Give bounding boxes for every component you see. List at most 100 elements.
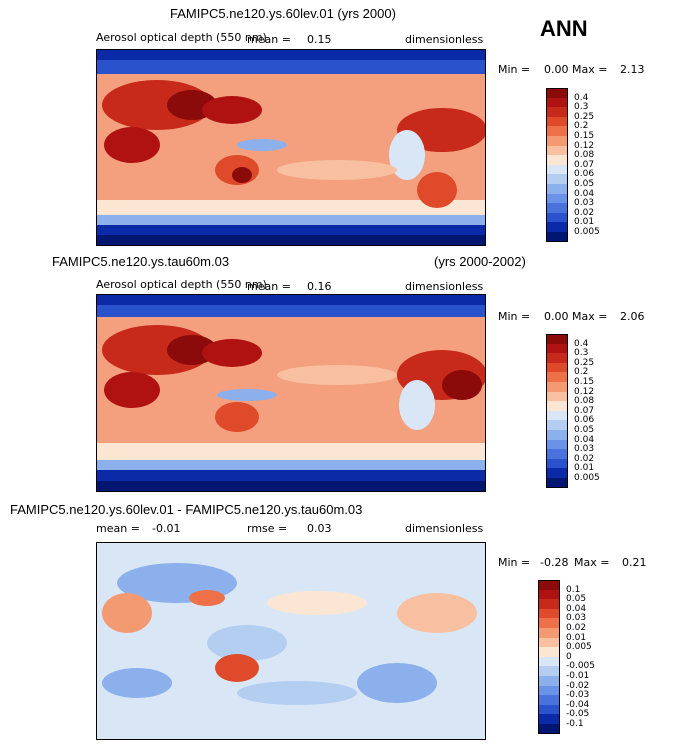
colorbar-cell — [546, 353, 568, 364]
colorbar-level-label: 0.25 — [574, 357, 595, 368]
panel3-units: dimensionless — [405, 522, 484, 535]
panel2-max-label: Max = — [572, 310, 608, 323]
panel2-max-value: 2.06 — [620, 310, 645, 323]
colorbar-cell — [538, 724, 560, 735]
colorbar-level-label: 0.04 — [566, 603, 587, 614]
colorbar-level-label: 0.15 — [574, 131, 595, 141]
colorbar-cell — [546, 222, 568, 233]
colorbar-cell — [546, 478, 568, 489]
colorbar-cell — [546, 391, 568, 402]
colorbar-cell — [546, 232, 568, 243]
panel1-units: dimensionless — [405, 33, 484, 46]
colorbar-level-label: 0.05 — [566, 594, 587, 605]
panel1-map — [96, 49, 486, 246]
panel2-map — [96, 294, 486, 492]
colorbar-cell — [538, 685, 560, 696]
colorbar-level-label: -0.1 — [566, 719, 584, 729]
season-label: ANN — [540, 16, 588, 41]
colorbar-cell — [546, 145, 568, 156]
colorbar-cell — [546, 164, 568, 175]
colorbar-cell — [538, 580, 560, 591]
panel1-min-value: 0.00 — [544, 63, 569, 76]
panel3-title: FAMIPC5.ne120.ys.60lev.01 - FAMIPC5.ne12… — [10, 502, 363, 517]
colorbar-cell — [546, 203, 568, 214]
colorbar-level-label: 0.4 — [574, 338, 589, 349]
colorbar-level-label: 0.01 — [574, 463, 595, 474]
colorbar-level-label: 0.03 — [566, 613, 587, 624]
panel2-mean-label: mean = — [247, 280, 291, 293]
colorbar-level-label: 0.02 — [574, 207, 595, 218]
panel3-mean-label: mean = — [96, 522, 140, 535]
colorbar-level-label: 0.08 — [574, 396, 595, 407]
panel3-mean-value: -0.01 — [152, 522, 181, 535]
panel2-variable-label: Aerosol optical depth (550 nm) — [96, 278, 267, 291]
panel2-units: dimensionless — [405, 280, 484, 293]
colorbar-cell — [538, 704, 560, 715]
colorbar-cell — [538, 676, 560, 687]
panel1-mean-value: 0.15 — [307, 33, 332, 46]
colorbar-cell — [546, 410, 568, 421]
colorbar-cell — [546, 420, 568, 431]
panel2-colorbar: 0.4 0.3 0.25 0.2 0.15 0.12 0.08 0.07 0.06 0.05 0.0… — [546, 334, 626, 489]
colorbar-level-label: 0.03 — [574, 198, 595, 209]
colorbar-cell — [546, 430, 568, 441]
colorbar-level-label: 0.12 — [574, 386, 595, 397]
colorbar-cell — [546, 449, 568, 460]
colorbar-cell — [546, 97, 568, 108]
panel2-map-field — [97, 295, 485, 491]
colorbar-cell — [538, 666, 560, 677]
colorbar-level-label: 0.07 — [574, 405, 595, 416]
colorbar-level-label: 0.06 — [574, 169, 595, 180]
colorbar-level-label: -0.01 — [566, 671, 590, 681]
colorbar-cell — [546, 382, 568, 393]
colorbar-cell — [546, 401, 568, 412]
colorbar-cell — [546, 174, 568, 185]
panel2-title: FAMIPC5.ne120.ys.tau60m.03 — [52, 254, 230, 269]
colorbar-level-label: -0.005 — [566, 661, 596, 672]
colorbar-cell — [546, 372, 568, 383]
colorbar-cell — [546, 468, 568, 479]
colorbar-level-label: 0.4 — [574, 92, 589, 103]
panel2-years: (yrs 2000-2002) — [434, 254, 526, 269]
colorbar-cell — [546, 88, 568, 99]
colorbar-cell — [546, 458, 568, 469]
colorbar-cell — [546, 155, 568, 166]
colorbar-level-label: -0.04 — [566, 699, 590, 710]
colorbar-level-label: 0.3 — [574, 348, 589, 359]
panel1-variable-label: Aerosol optical depth (550 nm) — [96, 31, 267, 44]
panel3-min-label: Min = — [498, 556, 531, 569]
colorbar-level-label: 0.1 — [566, 584, 581, 595]
colorbar-cell — [546, 334, 568, 345]
colorbar-cell — [538, 608, 560, 619]
colorbar-cell — [546, 107, 568, 118]
panel1-map-field — [97, 50, 485, 245]
colorbar-cell — [546, 136, 568, 147]
colorbar-level-label: 0.07 — [574, 159, 595, 170]
colorbar-level-label: 0.3 — [574, 102, 589, 113]
colorbar-level-label: 0.15 — [574, 377, 595, 387]
panel2-min-label: Min = — [498, 310, 531, 323]
colorbar-level-label: 0.005 — [574, 227, 600, 237]
colorbar-level-label: 0.02 — [566, 623, 587, 633]
panel1-colorbar: 0.4 0.3 0.25 0.2 0.15 0.12 0.08 0.07 0.06 0.05 0.0… — [546, 88, 626, 243]
panel3-min-value: -0.28 — [540, 556, 569, 569]
colorbar-cell — [546, 362, 568, 373]
colorbar-cell — [538, 637, 560, 648]
colorbar-cell — [538, 599, 560, 610]
colorbar-cell — [538, 618, 560, 629]
colorbar-cell — [538, 647, 560, 658]
colorbar-level-label: 0.25 — [574, 111, 595, 122]
panel3-max-label: Max = — [574, 556, 610, 569]
panel1-max-label: Max = — [572, 63, 608, 76]
panel3-map-field — [97, 543, 485, 739]
colorbar-level-label: 0.2 — [574, 367, 589, 378]
colorbar-cell — [546, 184, 568, 195]
colorbar-level-label: 0.08 — [574, 150, 595, 161]
colorbar-level-label: -0.02 — [566, 680, 590, 691]
colorbar-cell — [538, 589, 560, 600]
panel3-max-value: 0.21 — [622, 556, 647, 569]
panel1-mean-label: mean = — [247, 33, 291, 46]
colorbar-level-label: 0.05 — [574, 425, 595, 435]
colorbar-level-label: 0.01 — [574, 217, 595, 228]
colorbar-level-label: 0.04 — [574, 434, 595, 445]
